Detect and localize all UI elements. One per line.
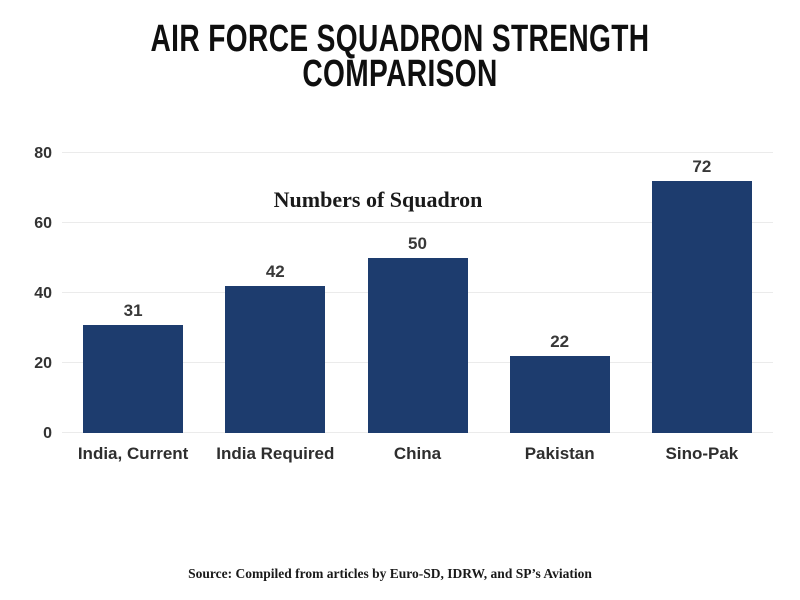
bar-group: 31 India, Current <box>78 153 189 464</box>
x-axis-label: India Required <box>216 444 335 463</box>
bar-group: 22 Pakistan <box>509 153 610 463</box>
x-axis-label: India, Current <box>77 444 189 463</box>
page-title-line1: AIR FORCE SQUADRON STRENGTH <box>150 18 650 60</box>
x-axis-label: China <box>393 444 442 463</box>
bar-value-label: 50 <box>408 234 427 253</box>
source-credit: Source: Compiled from articles by Euro-S… <box>188 566 592 581</box>
gridline <box>62 222 773 223</box>
bar <box>83 324 184 433</box>
chart-subtitle: Numbers of Squadron <box>273 187 483 212</box>
y-axis-tick-label: 20 <box>34 355 52 372</box>
bar-value-label: 42 <box>265 262 285 281</box>
x-axis-label: Sino-Pak <box>665 444 739 463</box>
plot-area: 0 20 40 60 80 Numbers of Squadron 31 Ind… <box>34 145 773 464</box>
bar-value-label: 72 <box>692 157 712 176</box>
y-axis-tick-label: 0 <box>43 425 52 442</box>
bar-group: 72 Sino-Pak <box>651 153 752 463</box>
bar <box>367 258 468 433</box>
bar-value-label: 22 <box>550 332 570 351</box>
x-axis-label: Pakistan <box>524 444 595 463</box>
bar-group: 50 China <box>367 153 468 463</box>
bar-group: 42 India Required <box>216 153 334 463</box>
y-axis-tick-label: 60 <box>34 215 52 232</box>
page-title: AIR FORCE SQUADRON STRENGTH COMPARISON <box>0 18 800 95</box>
bar-value-label: 31 <box>123 300 143 320</box>
y-axis-tick-label: 40 <box>34 285 52 302</box>
y-axis-tick-label: 80 <box>34 145 52 162</box>
page-title-line2: COMPARISON <box>302 53 498 95</box>
bar <box>225 286 326 433</box>
bar <box>651 181 752 433</box>
gridline <box>62 152 773 153</box>
bar <box>509 356 610 433</box>
